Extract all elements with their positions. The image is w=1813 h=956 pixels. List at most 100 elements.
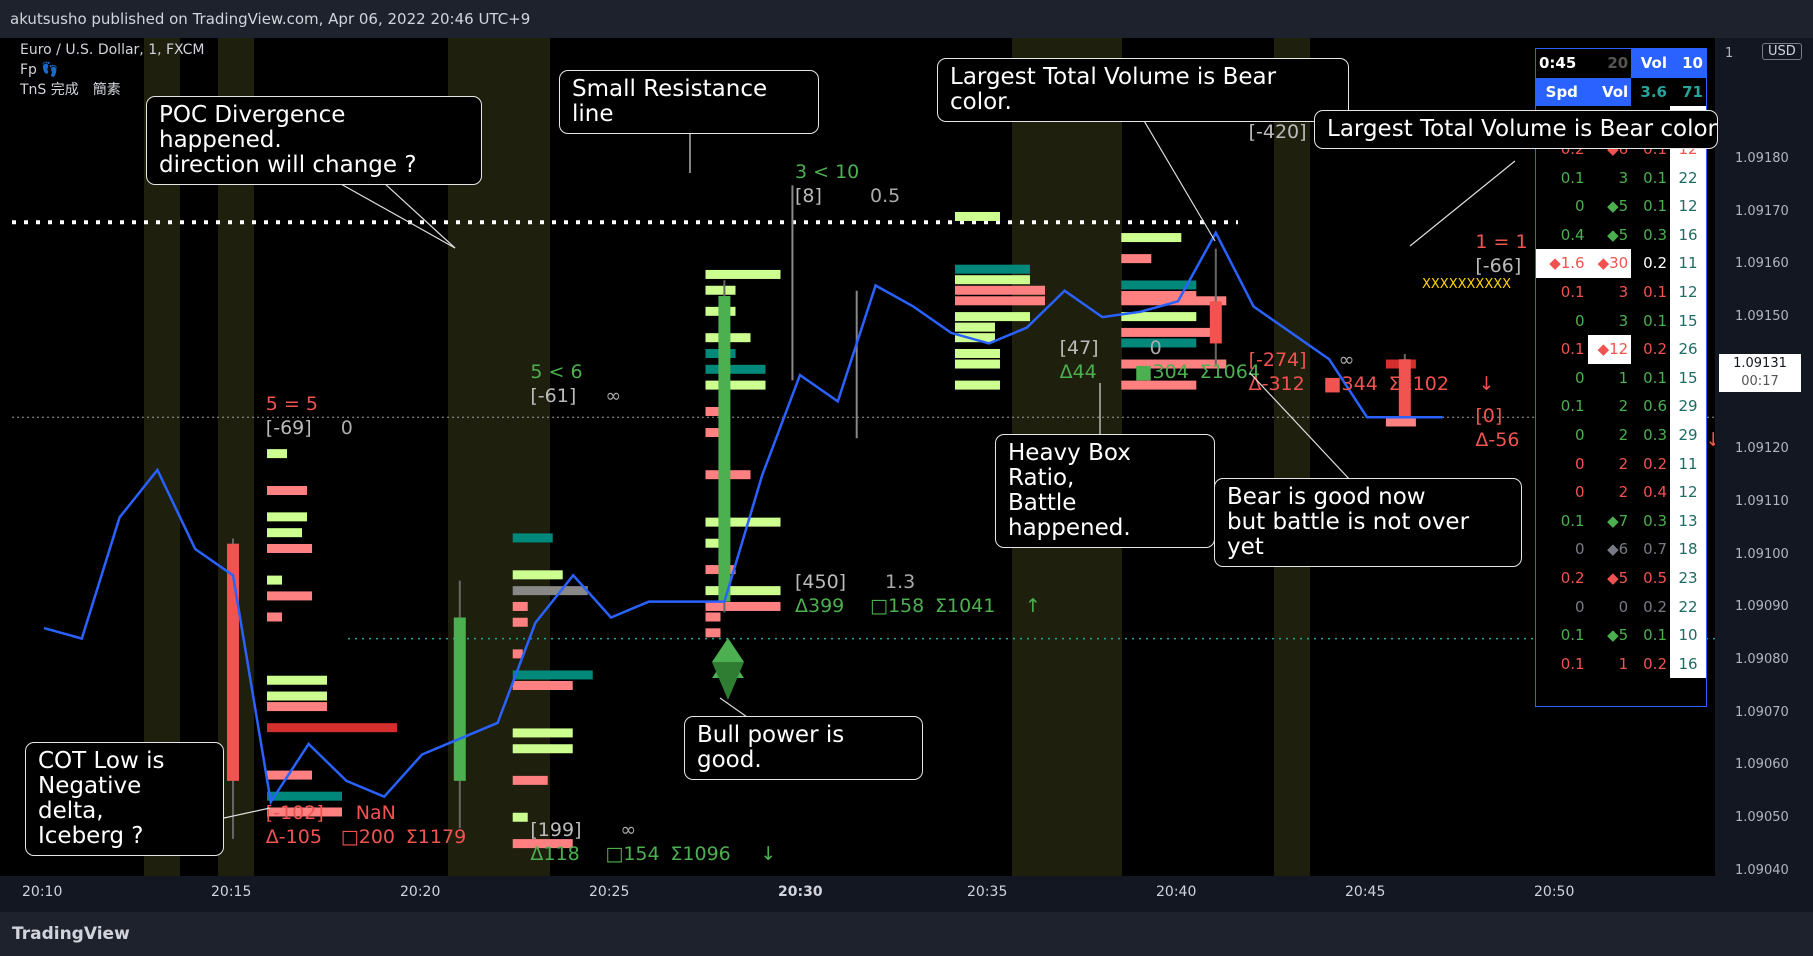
footprint-bar (705, 517, 781, 527)
table-row: 0 0 0.2 22 (1536, 592, 1706, 621)
x-mark-label: XXXXXXXXXX (1422, 277, 1511, 292)
eye-icon: 👣 (41, 62, 59, 78)
box-ratio: 5 = 5 (266, 393, 318, 415)
sum-label: Σ1102 (1389, 373, 1449, 395)
annotation-small-resistance[interactable]: Small Resistance line (559, 70, 819, 134)
direction-arrow: ↓ (1479, 373, 1495, 395)
sum-label: Σ1096 (670, 843, 730, 865)
publisher-bar: akutsusho published on TradingView.com, … (0, 0, 1813, 38)
footprint-bar (954, 211, 1000, 221)
delta-label: Δ-312 (1249, 373, 1305, 395)
price-tick: 1.09070 (1735, 704, 1789, 720)
footprint-bar (267, 675, 328, 685)
footprint-bar (705, 538, 726, 548)
footprint-bar (705, 586, 781, 596)
table-row: 0.1 3 0.1 22 (1536, 163, 1706, 192)
countdown: 00:17 (1741, 374, 1779, 389)
table-row: ◆1.6 ◆30 0.2 11 (1536, 249, 1706, 278)
annotation-largest-volume-2[interactable]: Largest Total Volume is Bear color. (1314, 110, 1718, 149)
footprint-bar (1121, 338, 1197, 348)
fp-indicator-label[interactable]: Fp 👣 (20, 62, 59, 78)
box-label: □154 (605, 843, 659, 865)
annotation-bear-good[interactable]: Bear is good now but battle is not over … (1214, 478, 1522, 567)
footprint-bar (1121, 291, 1197, 301)
price-tick: 1.09060 (1735, 757, 1789, 773)
tns-indicator-label[interactable]: TnS 完成 簡素 (20, 82, 121, 98)
footprint-bar (954, 285, 1045, 295)
table-row: 0.2 ◆5 0.5 23 (1536, 563, 1706, 593)
footprint-bar (705, 364, 766, 374)
publisher-text: akutsusho published on TradingView.com, … (10, 10, 531, 28)
footprint-bar (512, 728, 573, 738)
footprint-bar (954, 296, 1045, 306)
price-tick: 1.09050 (1735, 810, 1789, 826)
footprint-bar (954, 348, 1000, 358)
sum-label: Σ1041 (935, 595, 995, 617)
annotation-bull-power[interactable]: Bull power is good. (684, 716, 923, 780)
price-tick: 1.09170 (1735, 203, 1789, 219)
annotation-poc-divergence[interactable]: POC Divergence happened. direction will … (146, 96, 482, 185)
time-axis[interactable]: 20:10 20:15 20:20 20:25 20:30 20:35 20:40 20:45… (0, 876, 1715, 912)
session-band (1274, 38, 1310, 876)
candle-body (1398, 359, 1411, 418)
price-tick: 1.09040 (1735, 862, 1789, 878)
chart-legend: Euro / U.S. Dollar, 1, FXCM Fp 👣 TnS 完成 … (20, 40, 204, 100)
table-row: 0 ◆6 0.7 18 (1536, 535, 1706, 564)
price-axis[interactable]: 1.091801.091701.091601.091501.091401.091… (1715, 38, 1813, 912)
bull-arrow-icon (712, 662, 744, 700)
poc-label: [450] (795, 571, 846, 593)
currency-label[interactable]: USD (1762, 43, 1802, 60)
annotation-largest-volume-1[interactable]: Largest Total Volume is Bear color. (937, 58, 1349, 122)
price-tick: 1.09100 (1735, 546, 1789, 562)
footprint-bar (1121, 327, 1212, 337)
annotation-heavy-box[interactable]: Heavy Box Ratio, Battle happened. (995, 434, 1215, 548)
cot-label: [-66] (1475, 255, 1521, 277)
table-header: Spd Vol 3.6 71 (1536, 77, 1706, 107)
candle-body (1209, 301, 1222, 344)
price-tick: 1.09150 (1735, 309, 1789, 325)
footprint-bar (1121, 254, 1152, 264)
box-label: □200 (341, 826, 395, 848)
footprint-bar (512, 744, 573, 754)
delta-label: Δ-105 (266, 826, 322, 848)
poc-tail: ∞ (1339, 349, 1355, 371)
current-price: 1.09131 (1733, 356, 1787, 371)
annotation-pointer (1409, 160, 1516, 247)
footprint-bar (267, 543, 313, 553)
price-tick: 1.09090 (1735, 599, 1789, 615)
footprint-bar (267, 528, 303, 538)
footprint-bar (512, 670, 593, 680)
footprint-bar (705, 269, 781, 279)
delta-label: Δ399 (795, 595, 844, 617)
tradingview-logo[interactable]: TradingView (12, 924, 130, 944)
footer-bar: TradingView (0, 912, 1813, 956)
delta-label: Δ118 (530, 843, 579, 865)
footprint-bar (267, 612, 283, 622)
table-row: 0.1 2 0.6 29 (1536, 392, 1706, 421)
footprint-bar (1121, 312, 1197, 322)
price-tick: 1.09110 (1735, 493, 1789, 509)
delta-label: Δ44 (1060, 361, 1097, 383)
footprint-bar (512, 533, 553, 543)
candle-body (227, 543, 239, 781)
footprint-bar (267, 723, 398, 733)
cot-label: [8] (795, 185, 822, 207)
footprint-bar (512, 617, 528, 627)
footprint-bar (1121, 280, 1197, 290)
candle-body (718, 296, 731, 602)
footprint-bar (512, 586, 588, 596)
cot-label: [-69] (266, 417, 312, 439)
price-tick: 1.09180 (1735, 151, 1789, 166)
footprint-bar (512, 775, 548, 785)
price-tick: 1.09120 (1735, 441, 1789, 457)
footprint-bar (1121, 380, 1197, 390)
footprint-bar (267, 591, 313, 601)
footprint-bar (267, 449, 288, 459)
current-price-box: 1.09131 00:17 (1719, 354, 1801, 392)
footprint-bar (954, 264, 1030, 274)
footprint-bar (267, 791, 343, 801)
box-label: ■344 (1324, 373, 1378, 395)
table-row: 0 3 0.1 15 (1536, 306, 1706, 335)
annotation-cot-low[interactable]: COT Low is Negative delta, Iceberg ? (25, 742, 224, 856)
footprint-bar (512, 570, 563, 580)
